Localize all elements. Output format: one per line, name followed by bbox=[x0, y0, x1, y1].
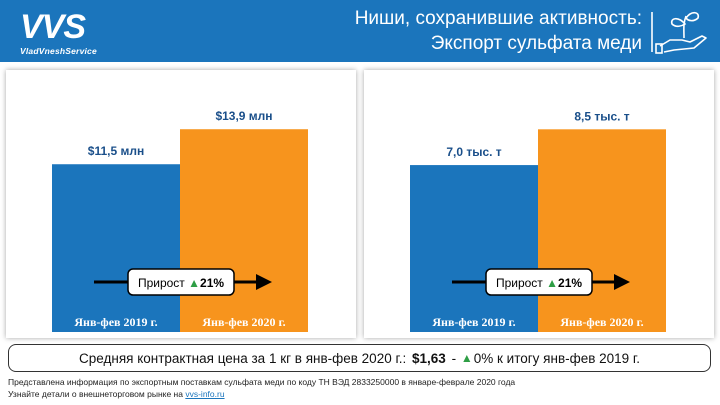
data-label-2: $13,9 млн bbox=[215, 109, 272, 123]
category-label-1: Янв-фев 2019 г. bbox=[432, 315, 515, 329]
price-change-value: 0% bbox=[473, 350, 494, 366]
growth-arrow-head bbox=[614, 274, 630, 290]
growth-label-text: Прирост bbox=[138, 276, 188, 290]
growth-label: Прирост ▲21% bbox=[138, 276, 224, 290]
price-text-after: к итогу янв-фев 2019 г. bbox=[497, 350, 640, 366]
category-label-1: Янв-фев 2019 г. bbox=[74, 315, 157, 329]
bar-2 bbox=[538, 129, 666, 332]
category-label-2: Янв-фев 2020 г. bbox=[560, 315, 643, 329]
average-price-box: Средняя контрактная цена за 1 кг в янв-ф… bbox=[8, 344, 711, 372]
growth-label: Прирост ▲21% bbox=[496, 276, 582, 290]
data-label-1: 7,0 тыс. т bbox=[446, 145, 501, 159]
price-dash: - bbox=[451, 350, 457, 366]
growth-value: 21% bbox=[558, 276, 582, 290]
page-title-line2: Экспорт сульфата меди bbox=[430, 33, 642, 54]
data-label-1: $11,5 млн bbox=[88, 144, 144, 158]
chart-panel-value: $11,5 млн Янв-фев 2019 г. $13,9 млн Янв-фев… bbox=[6, 70, 356, 338]
source-note: Представлена информация по экспортным по… bbox=[8, 377, 516, 387]
price-text-before: Средняя контрактная цена за 1 кг в янв-ф… bbox=[79, 350, 407, 366]
data-label-2: 8,5 тыс. т bbox=[574, 109, 629, 123]
bar-2 bbox=[180, 129, 308, 332]
price-value: $1,63 bbox=[412, 350, 446, 366]
logo-text: VVS bbox=[20, 8, 86, 46]
bar-1 bbox=[52, 164, 180, 332]
value-bar-chart: $11,5 млн Янв-фев 2019 г. $13,9 млн Янв-фев… bbox=[52, 109, 308, 332]
growth-up-triangle-icon: ▲ bbox=[546, 276, 558, 290]
growth-value: 21% bbox=[200, 276, 224, 290]
logo-subtitle: VladVneshService bbox=[20, 46, 97, 56]
chart-panel-volume: 7,0 тыс. т Янв-фев 2019 г. 8,5 тыс. т Янв-ф… bbox=[364, 70, 714, 338]
growth-up-triangle-icon: ▲ bbox=[188, 276, 200, 290]
up-triangle-icon: ▲ bbox=[460, 351, 473, 365]
vvs-info-link[interactable]: vvs-info.ru bbox=[185, 389, 225, 399]
details-note-prefix: Узнайте детали о внешнеторговом рынке на bbox=[8, 389, 183, 399]
header-bar: VVS VladVneshService Ниши, сохранившие а… bbox=[0, 0, 720, 62]
volume-bar-chart: 7,0 тыс. т Янв-фев 2019 г. 8,5 тыс. т Янв-ф… bbox=[410, 109, 666, 332]
page-title-line1: Ниши, сохранившие активность: bbox=[354, 8, 642, 29]
bar-1 bbox=[410, 165, 538, 332]
growth-arrow-head bbox=[256, 274, 272, 290]
vvs-logo: VVS VladVneshService bbox=[8, 6, 128, 58]
plant-in-hand-icon bbox=[651, 11, 707, 54]
details-note: Узнайте детали о внешнеторговом рынке на… bbox=[8, 389, 225, 399]
growth-label-text: Прирост bbox=[496, 276, 546, 290]
growth-badge bbox=[485, 268, 593, 296]
category-label-2: Янв-фев 2020 г. bbox=[202, 315, 285, 329]
growth-badge bbox=[127, 268, 235, 296]
